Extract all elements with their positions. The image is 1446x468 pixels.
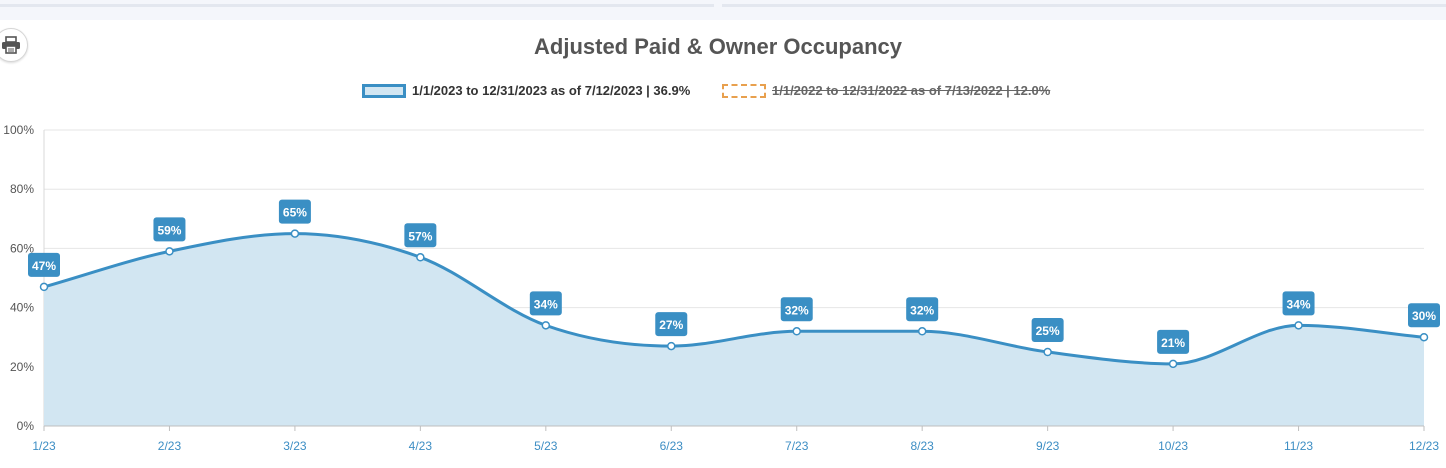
- data-label-box: [780, 297, 813, 322]
- series-line-2023: [43, 232, 1425, 366]
- y-tick-label: 0%: [17, 419, 35, 433]
- data-point[interactable]: [39, 282, 49, 292]
- data-point[interactable]: [917, 327, 927, 336]
- data-label: 30%: [1412, 309, 1436, 323]
- data-label: 25%: [1036, 324, 1060, 338]
- y-tick-label: 40%: [10, 301, 34, 315]
- x-tick-label: 12/23: [1409, 439, 1439, 453]
- data-point[interactable]: [416, 253, 425, 262]
- data-label: 34%: [1287, 297, 1311, 311]
- data-label-box: [529, 291, 562, 316]
- data-point[interactable]: [1168, 359, 1178, 369]
- y-tick-label: 80%: [10, 182, 34, 196]
- data-label-box: [404, 223, 437, 248]
- x-tick-label: 3/23: [283, 439, 307, 453]
- data-label: 32%: [785, 303, 809, 317]
- data-label: 27%: [659, 318, 683, 332]
- x-tick-label: 9/23: [1036, 439, 1060, 453]
- chart-title: Adjusted Paid & Owner Occupancy: [534, 34, 902, 59]
- print-button[interactable]: [0, 28, 28, 62]
- data-label-box: [278, 199, 311, 224]
- x-tick-label: 1/23: [32, 439, 56, 453]
- data-label: 21%: [1161, 336, 1185, 350]
- x-tick-label: 4/23: [409, 439, 433, 453]
- data-label-box: [1031, 318, 1064, 342]
- data-label-box: [28, 252, 60, 277]
- x-tick-label: 7/23: [785, 439, 809, 453]
- y-tick-label: 20%: [10, 360, 34, 374]
- x-tick-label: 8/23: [911, 439, 935, 453]
- x-tick-label: 10/23: [1158, 439, 1188, 453]
- data-label-box: [1408, 303, 1440, 328]
- legend-swatch-2022: [722, 83, 766, 98]
- legend-label-2023: 1/1/2023 to 12/31/2023 as of 7/12/2023 |…: [412, 83, 691, 98]
- top-strip-segment-left: [0, 4, 714, 7]
- data-label-box: [906, 297, 939, 322]
- data-label: 65%: [283, 206, 307, 220]
- data-point[interactable]: [1294, 321, 1303, 330]
- data-point[interactable]: [165, 247, 174, 256]
- y-tick-label: 100%: [3, 123, 34, 137]
- x-tick-label: 6/23: [660, 439, 684, 453]
- series-area-2023: [44, 233, 1424, 426]
- data-point[interactable]: [1419, 332, 1429, 342]
- legend-item-2023[interactable]: 1/1/2023 to 12/31/2023 as of 7/12/2023 |…: [362, 83, 690, 98]
- data-label-box: [1157, 329, 1190, 354]
- data-label: 57%: [408, 229, 432, 243]
- data-point[interactable]: [290, 229, 300, 238]
- data-label: 59%: [157, 223, 181, 237]
- data-label: 34%: [534, 297, 558, 311]
- top-strip-segment-right: [722, 4, 1446, 7]
- data-point[interactable]: [792, 327, 801, 336]
- data-label-box: [153, 217, 186, 242]
- x-tick-label: 5/23: [534, 439, 558, 453]
- legend-swatch-2023: [362, 83, 406, 98]
- data-point[interactable]: [667, 341, 676, 351]
- data-label-box: [655, 312, 688, 337]
- data-point[interactable]: [1043, 347, 1052, 357]
- x-tick-label: 2/23: [158, 439, 182, 453]
- data-point[interactable]: [541, 321, 551, 330]
- x-tick-label: 11/23: [1284, 439, 1313, 453]
- legend-item-2022[interactable]: 1/1/2022 to 12/31/2022 as of 7/13/2022 |…: [722, 83, 1050, 98]
- data-label: 47%: [32, 259, 56, 273]
- top-strip: [0, 0, 1446, 20]
- data-label-box: [1282, 291, 1315, 316]
- printer-icon: [2, 36, 20, 54]
- y-tick-label: 60%: [10, 241, 34, 255]
- legend-label-2022: 1/1/2022 to 12/31/2022 as of 7/13/2022 |…: [772, 83, 1051, 98]
- data-label: 32%: [910, 303, 934, 317]
